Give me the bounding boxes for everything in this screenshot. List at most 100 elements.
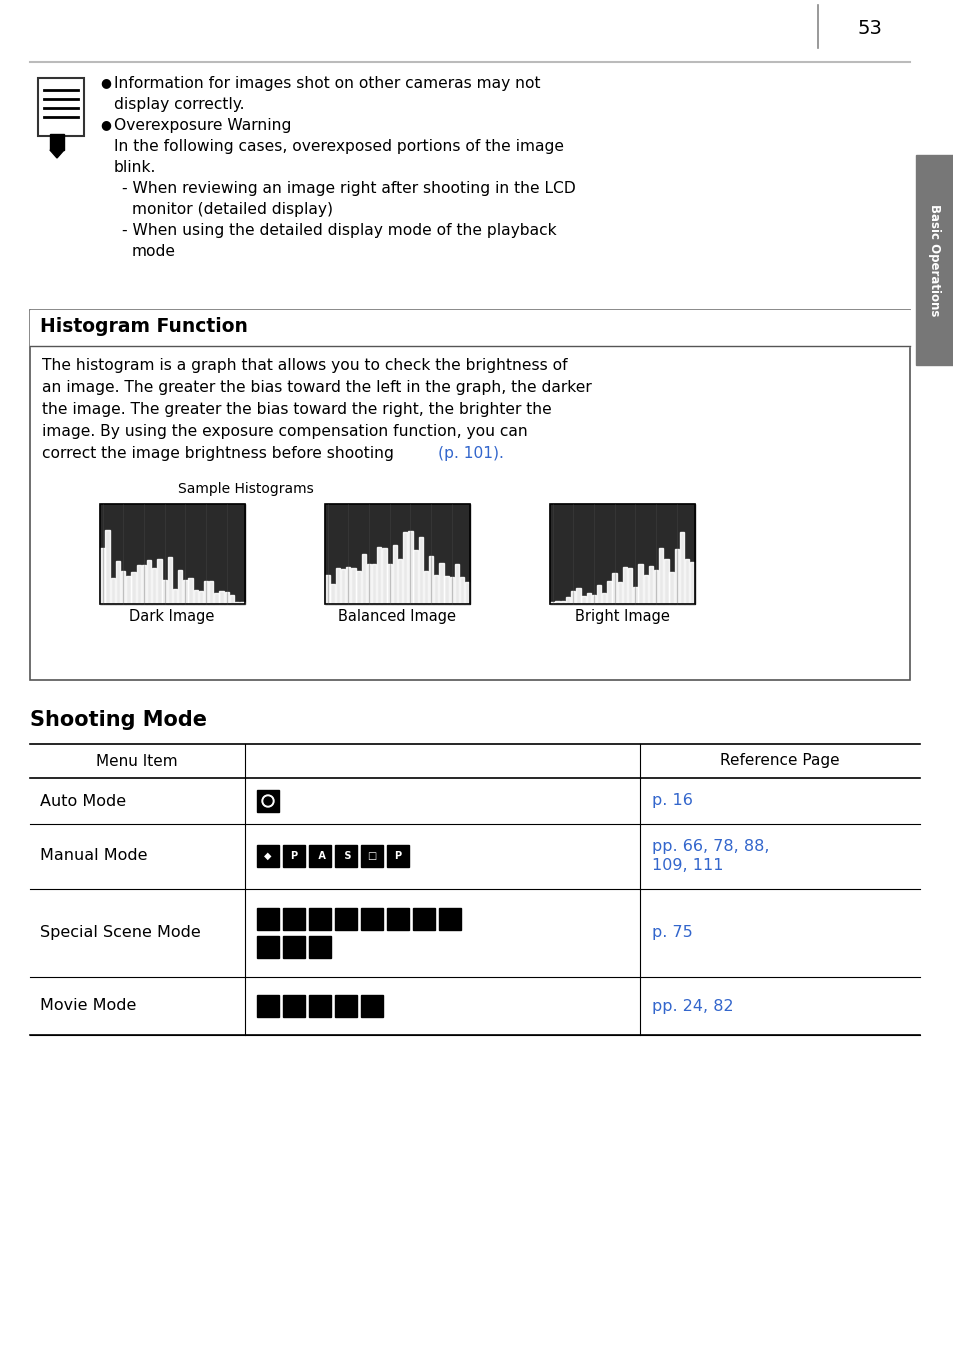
Text: Shooting Mode: Shooting Mode (30, 710, 207, 730)
Bar (408, 531, 412, 604)
Text: □: □ (367, 851, 376, 861)
Bar (387, 908, 409, 929)
Bar (30, 309, 909, 346)
Bar (256, 845, 278, 868)
Bar (555, 601, 559, 604)
Bar (648, 566, 653, 604)
Circle shape (262, 795, 274, 807)
Bar (335, 845, 356, 868)
Bar (50, 134, 64, 151)
Bar (309, 936, 331, 958)
Bar (413, 908, 435, 929)
Bar (224, 592, 229, 604)
Text: Information for images shot on other cameras may not: Information for images shot on other cam… (113, 77, 540, 91)
Bar (360, 908, 382, 929)
Bar (659, 547, 662, 604)
Bar (449, 577, 454, 604)
Bar (459, 577, 464, 604)
Bar (157, 560, 161, 604)
Bar (638, 564, 642, 604)
Bar (30, 309, 909, 681)
Bar (147, 561, 152, 604)
Text: pp. 66, 78, 88,: pp. 66, 78, 88, (651, 838, 769, 854)
Text: Movie Mode: Movie Mode (40, 998, 136, 1014)
Bar (627, 568, 632, 604)
Text: correct the image brightness before shooting: correct the image brightness before shoo… (42, 447, 398, 461)
Text: - When reviewing an image right after shooting in the LCD: - When reviewing an image right after sh… (122, 182, 576, 196)
Bar (256, 936, 278, 958)
Bar (325, 504, 470, 604)
Bar (444, 576, 448, 604)
Bar (142, 565, 146, 604)
Bar (382, 549, 386, 604)
Bar (429, 555, 433, 604)
Bar (209, 581, 213, 604)
Bar (438, 908, 460, 929)
Bar (684, 558, 689, 604)
Bar (643, 574, 647, 604)
Text: In the following cases, overexposed portions of the image: In the following cases, overexposed port… (113, 139, 563, 153)
Text: - When using the detailed display mode of the playback: - When using the detailed display mode o… (122, 223, 556, 238)
Text: display correctly.: display correctly. (113, 97, 244, 112)
Circle shape (264, 798, 272, 806)
Bar (653, 570, 658, 604)
Bar (376, 547, 381, 604)
Bar (560, 601, 564, 604)
Bar (418, 537, 422, 604)
Bar (423, 572, 428, 604)
Text: an image. The greater the bias toward the left in the graph, the darker: an image. The greater the bias toward th… (42, 381, 591, 395)
Bar (617, 582, 621, 604)
Bar (612, 573, 617, 604)
Bar (193, 590, 197, 604)
Text: 53: 53 (857, 19, 882, 38)
Bar (372, 564, 375, 604)
Bar (38, 78, 84, 136)
Bar (387, 845, 409, 868)
Bar (309, 908, 331, 929)
Text: 109, 111: 109, 111 (651, 858, 722, 873)
Bar (240, 603, 244, 604)
Bar (669, 572, 673, 604)
Bar (283, 845, 305, 868)
Text: Manual Mode: Manual Mode (40, 849, 148, 863)
Bar (591, 594, 596, 604)
Bar (126, 576, 131, 604)
Text: blink.: blink. (113, 160, 156, 175)
Bar (168, 557, 172, 604)
Bar (178, 570, 182, 604)
Text: mode: mode (132, 243, 175, 260)
Bar (689, 562, 694, 604)
Bar (106, 530, 110, 604)
Bar (455, 564, 458, 604)
Text: P: P (290, 851, 297, 861)
Text: Histogram Function: Histogram Function (40, 317, 248, 336)
Bar (256, 908, 278, 929)
Text: Balanced Image: Balanced Image (337, 609, 456, 624)
Bar (152, 568, 156, 604)
Text: Sample Histograms: Sample Histograms (178, 482, 314, 496)
Bar (132, 572, 135, 604)
Text: ●: ● (100, 77, 111, 89)
Text: the image. The greater the bias toward the right, the brighter the: the image. The greater the bias toward t… (42, 402, 551, 417)
Bar (550, 603, 554, 604)
Bar (366, 564, 371, 604)
Bar (360, 995, 382, 1017)
Bar (550, 504, 695, 604)
Bar (633, 586, 637, 604)
Bar (256, 995, 278, 1017)
Bar (597, 585, 600, 604)
Bar (162, 580, 167, 604)
Bar (360, 845, 382, 868)
Bar (434, 574, 438, 604)
Bar (413, 550, 417, 604)
Text: Overexposure Warning: Overexposure Warning (113, 118, 291, 133)
Text: image. By using the exposure compensation function, you can: image. By using the exposure compensatio… (42, 424, 527, 438)
Bar (351, 569, 355, 604)
Bar (330, 584, 335, 604)
Bar (346, 568, 350, 604)
Bar (214, 593, 218, 604)
Bar (198, 590, 203, 604)
Text: Reference Page: Reference Page (720, 753, 839, 768)
Bar (234, 601, 239, 604)
Bar (283, 995, 305, 1017)
